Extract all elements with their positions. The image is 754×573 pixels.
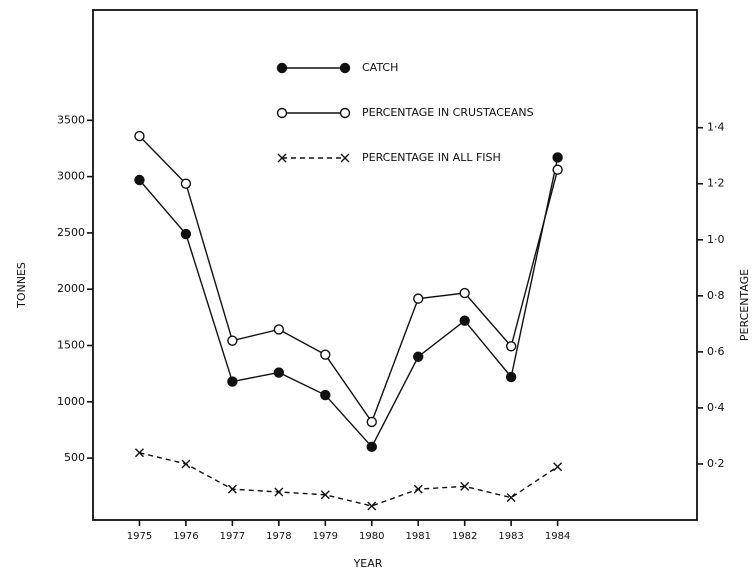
y-tick-label: 500 [64, 451, 85, 464]
legend-marker [276, 107, 288, 119]
data-point [320, 349, 331, 360]
x-tick-label: 1977 [220, 531, 245, 542]
y2-tick-label: 0·4 [707, 401, 725, 414]
y2-tick-label: 0·6 [707, 345, 725, 358]
plot-frame [92, 9, 698, 521]
data-point [273, 324, 285, 335]
series-line [139, 452, 559, 507]
y2-axis-label: PERCENTAGE [738, 269, 751, 341]
data-point [505, 371, 517, 383]
legend-label: PERCENTAGE IN ALL FISH [362, 151, 501, 164]
data-point [227, 335, 238, 346]
data-point [506, 493, 516, 503]
data-point [180, 228, 192, 240]
data-point [552, 164, 563, 175]
data-point [274, 487, 284, 497]
x-tick-label: 1976 [173, 531, 198, 542]
x-tick-label: 1980 [359, 531, 384, 542]
data-point [413, 293, 424, 304]
data-point [134, 448, 144, 458]
legend-marker [339, 107, 351, 119]
y-axis-label: TONNES [15, 262, 28, 309]
data-point [413, 484, 423, 494]
x-tick-label: 1982 [452, 531, 477, 542]
y2-tick-label: 1·0 [707, 233, 725, 246]
data-point [134, 174, 145, 186]
data-point [413, 351, 424, 362]
x-tick-label: 1978 [266, 531, 291, 542]
data-point [505, 341, 517, 352]
data-point [553, 462, 563, 472]
legend-marker [340, 153, 350, 163]
legend-label: CATCH [362, 61, 398, 74]
data-point [320, 490, 330, 500]
x-axis-label: YEAR [353, 557, 383, 570]
data-point [459, 315, 470, 326]
data-point [320, 389, 331, 401]
x-tick-label: 1984 [545, 531, 570, 542]
data-point [366, 441, 377, 453]
x-tick-label: 1983 [498, 531, 523, 542]
x-tick-label: 1979 [313, 531, 338, 542]
legend-marker [277, 153, 287, 163]
y2-tick-label: 0·2 [707, 457, 725, 470]
x-tick-label: 1975 [127, 531, 152, 542]
y2-tick-label: 1·2 [707, 177, 725, 190]
data-point [552, 152, 563, 163]
legend-marker [339, 62, 351, 74]
y-tick-label: 2000 [57, 282, 85, 295]
y2-tick-label: 1·4 [707, 121, 725, 134]
data-point [180, 178, 192, 189]
legend-marker [276, 62, 288, 74]
series-line [138, 135, 559, 424]
data-point [227, 376, 238, 387]
data-point [134, 130, 145, 142]
data-point [459, 287, 470, 299]
data-point [227, 484, 237, 494]
legend-label: PERCENTAGE IN CRUSTACEANS [362, 106, 534, 119]
y-tick-label: 1000 [57, 395, 85, 408]
data-point [367, 501, 377, 511]
y-tick-label: 2500 [57, 226, 85, 239]
y-tick-label: 3500 [57, 113, 85, 126]
series-line [138, 157, 559, 449]
data-point [366, 416, 377, 428]
y-tick-label: 1500 [57, 338, 85, 351]
data-point [273, 367, 285, 378]
data-point [181, 459, 191, 469]
x-tick-label: 1981 [406, 531, 431, 542]
y2-tick-label: 0·8 [707, 289, 725, 302]
data-point [460, 481, 470, 491]
y-tick-label: 3000 [57, 170, 85, 183]
